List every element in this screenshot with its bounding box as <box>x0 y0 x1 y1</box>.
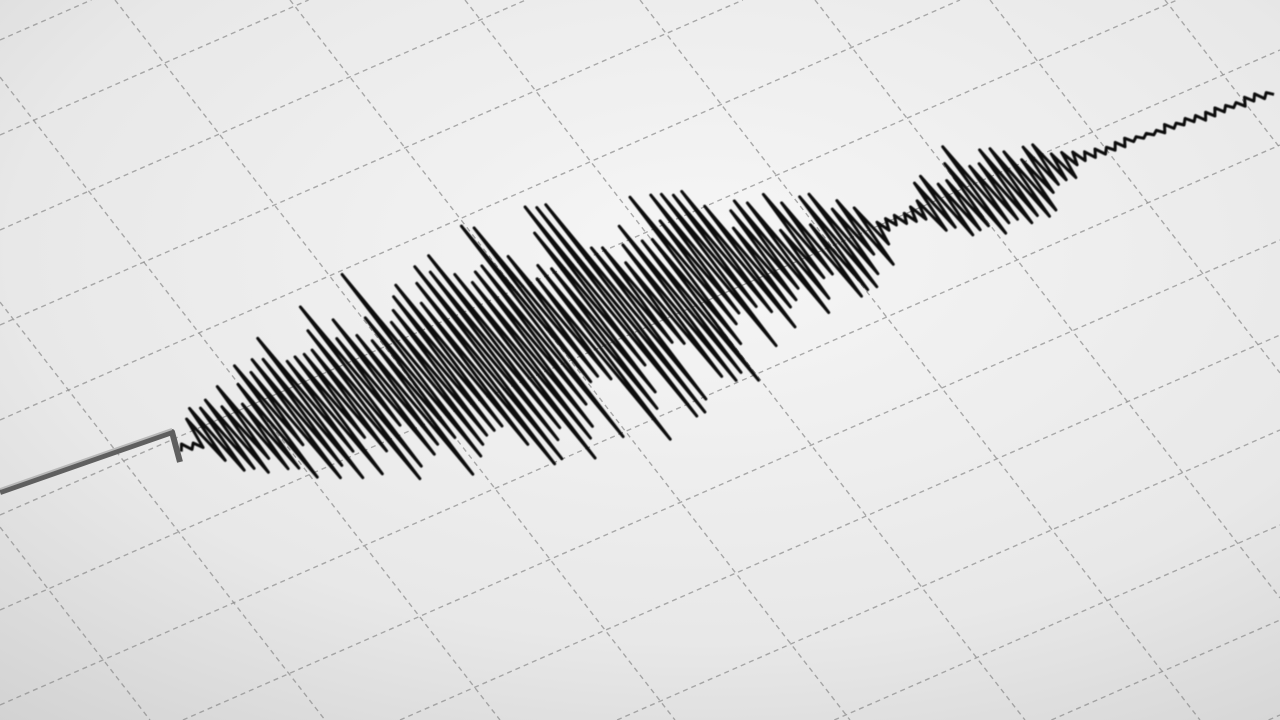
grid-line <box>616 429 1280 720</box>
stylus-arm <box>0 428 183 495</box>
seismic-trace <box>179 91 1275 481</box>
grid-line <box>464 0 1026 720</box>
grid-line <box>0 0 526 231</box>
grid-line <box>0 0 744 326</box>
grid-line <box>1051 619 1280 720</box>
grid-line <box>0 144 1280 706</box>
grid-line <box>0 0 961 421</box>
grid-line <box>1164 0 1280 149</box>
grid-line <box>114 0 676 720</box>
grid-line <box>1268 714 1280 720</box>
grid-line <box>0 49 1280 611</box>
grid-line <box>0 0 92 41</box>
grid-line <box>0 0 309 136</box>
grid-line <box>0 301 326 720</box>
grid-line <box>834 524 1280 720</box>
trace-line <box>179 91 1275 481</box>
grid-line <box>399 334 1280 720</box>
grid-line <box>989 0 1280 374</box>
grid-line <box>0 526 151 720</box>
grid-line <box>182 239 1280 720</box>
grid-line <box>639 0 1201 720</box>
grid-line <box>289 0 851 720</box>
grid-line <box>814 0 1280 599</box>
